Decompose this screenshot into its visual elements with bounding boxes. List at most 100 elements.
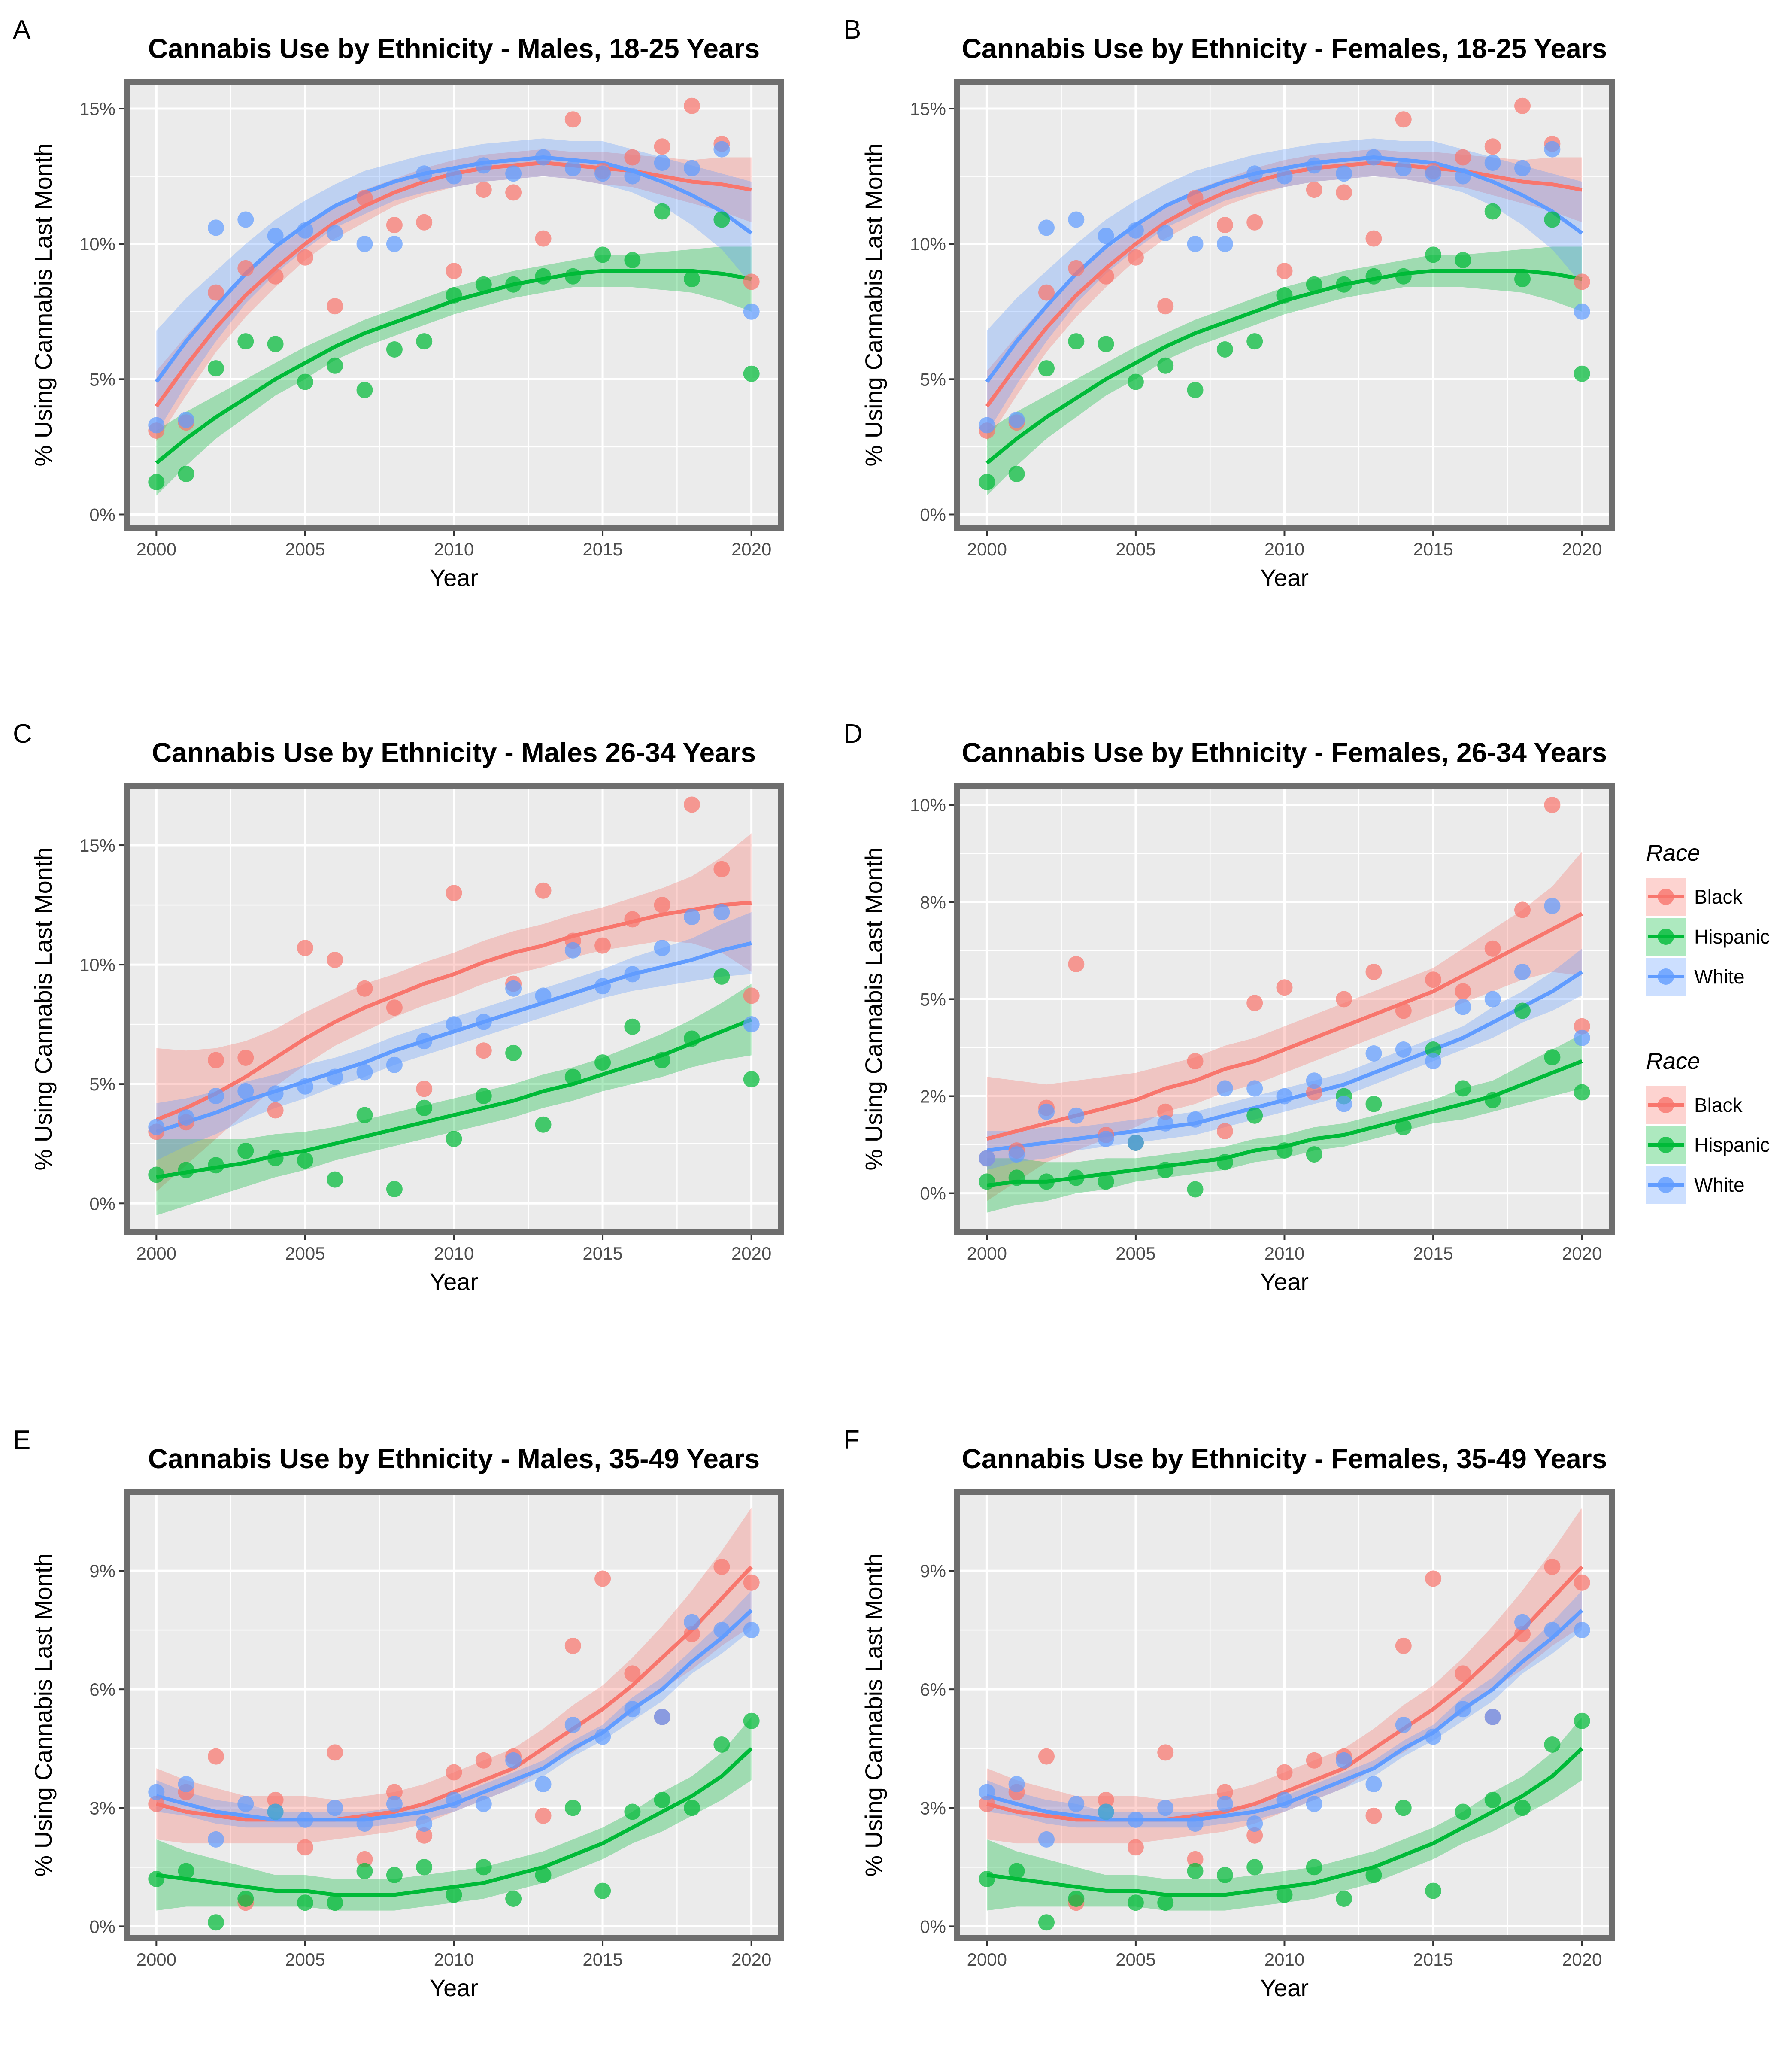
data-point-black: [356, 980, 373, 997]
data-point-black: [1514, 97, 1531, 114]
panel-letter: D: [843, 719, 863, 749]
data-point-white: [1395, 160, 1412, 176]
data-point-black: [1038, 284, 1055, 301]
x-tick-label: 2010: [1264, 539, 1304, 559]
legend-title: Race: [1646, 840, 1700, 866]
plot-data: [979, 1507, 1590, 1931]
data-point-black: [1157, 298, 1174, 315]
data-point-white: [297, 222, 313, 239]
plot-frame: [954, 783, 1615, 1235]
y-tick-label: 9%: [920, 1561, 946, 1581]
data-point-white: [1068, 1796, 1085, 1812]
data-point-hispanic: [1246, 1859, 1263, 1876]
x-tick-label: 2010: [434, 1243, 474, 1263]
panel-letter: A: [13, 15, 31, 45]
data-point-hispanic: [1038, 360, 1055, 377]
data-point-black: [979, 1796, 995, 1812]
data-point-black: [1455, 1665, 1471, 1682]
data-point-white: [979, 1784, 995, 1800]
x-tick-label: 2015: [1413, 539, 1453, 559]
x-tick-label: 2015: [1413, 1949, 1453, 1970]
data-point-white: [535, 149, 552, 166]
y-tick-label: 15%: [910, 99, 946, 119]
x-tick-label: 2000: [967, 1949, 1007, 1970]
data-point-hispanic: [416, 1099, 433, 1116]
legend-key-white: [1646, 958, 1686, 996]
data-point-hispanic: [1544, 1049, 1561, 1065]
data-point-white: [237, 211, 254, 228]
legend-label: White: [1694, 965, 1745, 988]
data-point-white: [1187, 1815, 1204, 1832]
data-point-hispanic: [1395, 1800, 1412, 1816]
data-point-hispanic: [148, 1870, 165, 1887]
y-axis-title: % Using Cannabis Last Month: [30, 847, 57, 1170]
data-point-hispanic: [1514, 271, 1531, 288]
y-tick-label: 6%: [89, 1679, 115, 1700]
data-point-hispanic: [208, 1914, 224, 1931]
chart-title: Cannabis Use by Ethnicity - Females, 35-…: [962, 1443, 1607, 1474]
ci-ribbon-black: [156, 149, 752, 442]
data-point-black: [1544, 797, 1561, 813]
x-axis-title: Year: [430, 1974, 478, 2001]
data-point-black: [594, 937, 611, 954]
x-axis-title: Year: [430, 1268, 478, 1295]
data-point-black: [624, 911, 641, 928]
x-tick-label: 2020: [1562, 1243, 1602, 1263]
data-point-white: [475, 1014, 492, 1030]
data-point-hispanic: [1365, 1867, 1382, 1883]
chart-title: Cannabis Use by Ethnicity - Males 26-34 …: [152, 737, 756, 768]
ci-ribbon-black: [987, 851, 1582, 1201]
data-point-hispanic: [1306, 1859, 1322, 1876]
data-point-white: [1365, 149, 1382, 166]
data-point-white: [1514, 1614, 1531, 1630]
data-point-hispanic: [1425, 1882, 1442, 1899]
x-tick-label: 2015: [582, 1243, 622, 1263]
data-point-white: [237, 1796, 254, 1812]
x-tick-label: 2020: [1562, 1949, 1602, 1970]
data-point-hispanic: [327, 1171, 343, 1188]
data-point-hispanic: [297, 1152, 313, 1169]
data-point-black: [1127, 249, 1144, 266]
data-point-black: [475, 1752, 492, 1769]
data-point-hispanic: [416, 1859, 433, 1876]
data-point-white: [386, 1056, 403, 1073]
y-tick-label: 0%: [920, 504, 946, 525]
legend: Race Black Hispanic White: [1646, 840, 1770, 996]
data-point-black: [386, 217, 403, 234]
data-point-hispanic: [564, 268, 581, 285]
data-point-hispanic: [237, 1891, 254, 1907]
x-tick-label: 2010: [1264, 1243, 1304, 1263]
data-point-white: [564, 1717, 581, 1733]
x-axis-title: Year: [1260, 1268, 1309, 1295]
data-point-hispanic: [416, 333, 433, 350]
y-tick-label: 0%: [920, 1916, 946, 1937]
data-point-hispanic: [594, 246, 611, 263]
data-point-white: [446, 1016, 462, 1033]
data-point-white: [416, 1815, 433, 1832]
data-point-hispanic: [297, 373, 313, 390]
data-point-white: [1544, 1622, 1561, 1639]
data-point-hispanic: [446, 287, 462, 304]
data-point-white: [1276, 1791, 1293, 1808]
data-point-hispanic: [386, 341, 403, 358]
data-point-white: [267, 228, 284, 244]
plot-data: [148, 796, 760, 1216]
data-point-white: [1425, 1053, 1442, 1070]
data-point-black: [743, 1574, 760, 1591]
y-axis-title: % Using Cannabis Last Month: [30, 1553, 57, 1876]
data-point-hispanic: [1216, 341, 1233, 358]
legend-key-hispanic: [1646, 1126, 1686, 1164]
data-point-black: [446, 1764, 462, 1781]
data-point-white: [1574, 303, 1590, 320]
data-point-hispanic: [1425, 246, 1442, 263]
data-point-white: [178, 1776, 194, 1793]
data-point-white: [594, 165, 611, 182]
data-point-black: [1365, 964, 1382, 980]
data-point-white: [1306, 1796, 1322, 1812]
data-point-white: [1216, 1796, 1233, 1812]
data-point-black: [267, 268, 284, 285]
data-point-black: [1395, 1637, 1412, 1654]
data-point-hispanic: [1276, 1142, 1293, 1159]
data-point-white: [1276, 1088, 1293, 1105]
